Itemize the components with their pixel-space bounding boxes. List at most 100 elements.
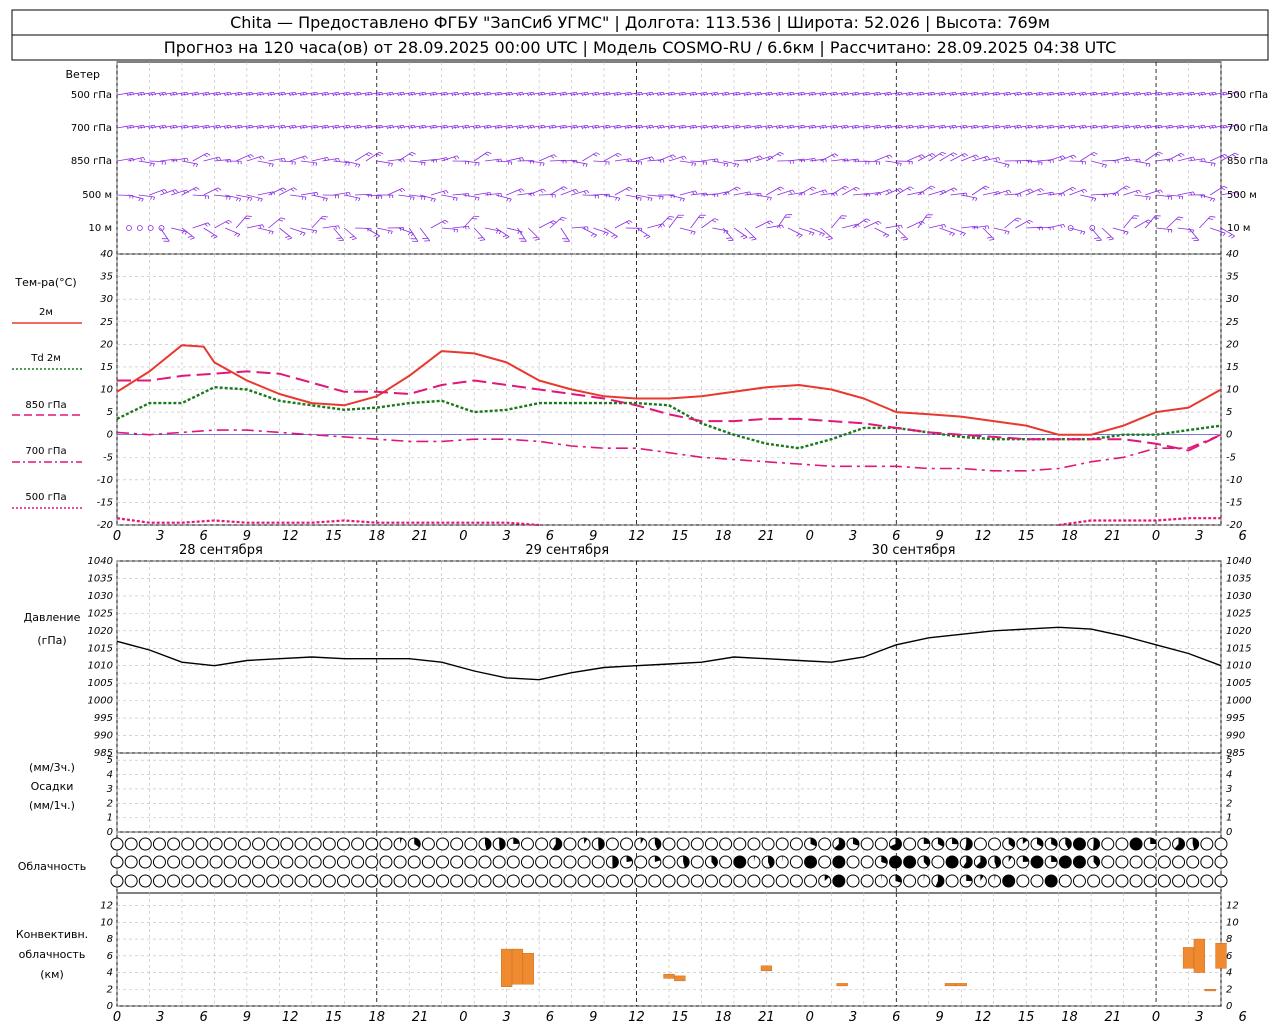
hour-label-bottom: 3 bbox=[156, 1010, 164, 1024]
wind-barb-feather bbox=[1080, 230, 1083, 235]
wind-barb-feather bbox=[949, 93, 952, 97]
wind-barb-feather bbox=[811, 232, 815, 236]
wind-barb-feather bbox=[840, 126, 843, 130]
cloud-cover-partial bbox=[810, 838, 817, 847]
cloud-cover-circle bbox=[351, 837, 365, 851]
wind-barb-feather bbox=[401, 188, 406, 192]
convective-bar bbox=[1193, 938, 1205, 973]
wind-barb-feather bbox=[407, 232, 411, 236]
wind-barb-feather bbox=[355, 163, 358, 167]
hour-label-bottom: 3 bbox=[1195, 1010, 1203, 1024]
wind-barb-feather bbox=[471, 217, 478, 220]
wind-barb-feather bbox=[769, 197, 772, 201]
wind-barb-feather bbox=[797, 93, 800, 97]
wind-barb-feather bbox=[669, 216, 675, 218]
wind-barb-feather bbox=[777, 188, 782, 191]
wind-barb bbox=[593, 193, 610, 196]
wind-barb bbox=[138, 194, 155, 198]
wind-barb-feather bbox=[256, 93, 259, 97]
wind-barb-feather bbox=[624, 93, 627, 97]
cloud-cover-circle bbox=[690, 874, 704, 888]
wind-level-r4: 10 м bbox=[1227, 223, 1250, 234]
wind-barb-feather bbox=[819, 93, 822, 97]
wind-barb-feather bbox=[268, 163, 271, 167]
convective-bar bbox=[944, 983, 957, 987]
hour-label-bottom: 18 bbox=[1061, 1010, 1078, 1024]
wind-barb-feather bbox=[158, 93, 161, 97]
cloud-cover-circle bbox=[280, 874, 294, 888]
cloud-cover-circle bbox=[464, 837, 478, 851]
wind-barb bbox=[441, 194, 458, 199]
wind-barb-feather bbox=[542, 162, 545, 167]
wind-barb-feather bbox=[256, 126, 259, 130]
wind-barb-feather bbox=[192, 163, 196, 167]
wind-barb-feather bbox=[1224, 154, 1228, 157]
wind-barb-feather bbox=[953, 187, 958, 191]
wind-barb-feather bbox=[1104, 164, 1107, 169]
wind-barb-feather bbox=[667, 218, 673, 220]
wind-barb-feather bbox=[320, 218, 326, 220]
wind-barb-feather bbox=[1057, 126, 1060, 130]
wind-barb-feather bbox=[570, 93, 573, 97]
wind-barb-feather bbox=[678, 126, 681, 130]
wind-barb-feather bbox=[315, 230, 318, 234]
wind-barb bbox=[874, 154, 890, 162]
wind-barb-feather bbox=[1138, 189, 1142, 193]
wind-barb-feather bbox=[462, 126, 464, 130]
cloud-cover-circle bbox=[138, 874, 152, 888]
wind-barb-feather bbox=[483, 93, 486, 97]
wind-barb-feather bbox=[905, 126, 908, 130]
wind-barb-feather bbox=[1091, 153, 1096, 157]
wind-barb bbox=[203, 187, 219, 196]
wind-barb-feather bbox=[1210, 215, 1216, 218]
wind-barb-feather bbox=[896, 162, 899, 166]
wind-barb-feather bbox=[335, 226, 337, 230]
wind-barb bbox=[1134, 160, 1151, 165]
wind-barb-feather bbox=[305, 155, 308, 159]
wind-barb-feather bbox=[506, 198, 509, 202]
wind-barb bbox=[863, 160, 880, 163]
wind-barb bbox=[863, 220, 879, 229]
y-tick-label-right: 1040 bbox=[1226, 556, 1251, 567]
wind-barb bbox=[127, 194, 144, 200]
cloud-cover-circle bbox=[365, 837, 379, 851]
wind-barb-feather bbox=[126, 126, 129, 130]
wind-barb bbox=[603, 227, 618, 237]
wind-barb-feather bbox=[575, 189, 579, 193]
wind-barb-feather bbox=[440, 126, 443, 130]
cloud-cover-circle bbox=[209, 855, 223, 869]
series-line-0 bbox=[116, 344, 1222, 436]
hour-label-bottom: 0 bbox=[806, 1010, 814, 1024]
wind-barb-feather bbox=[690, 230, 693, 235]
hour-label-temp: 15 bbox=[1018, 529, 1035, 544]
wind-barb-feather bbox=[989, 238, 995, 241]
wind-barb-feather bbox=[662, 159, 665, 163]
cloud-cover-circle bbox=[846, 874, 860, 888]
wind-barb-feather bbox=[995, 191, 998, 196]
wind-barb bbox=[571, 160, 588, 165]
wind-barb-feather bbox=[728, 239, 734, 242]
hour-label-temp: 3 bbox=[849, 529, 857, 544]
wind-barb-feather bbox=[338, 239, 344, 242]
wind-barb-feather bbox=[1176, 93, 1179, 97]
wind-barb-feather bbox=[310, 126, 313, 130]
wind-barb-feather bbox=[150, 196, 152, 200]
wind-barb bbox=[235, 215, 247, 229]
wind-barb-feather bbox=[689, 126, 692, 130]
wind-barb-feather bbox=[1049, 192, 1052, 196]
wind-barb bbox=[1188, 227, 1200, 241]
hour-label-bottom: 15 bbox=[325, 1010, 342, 1024]
wind-barb-feather bbox=[884, 126, 887, 130]
cloud-cover-circle bbox=[874, 837, 888, 851]
wind-barb bbox=[582, 227, 597, 236]
wind-barb-feather bbox=[474, 215, 480, 218]
convective-title-1: Конвективн. bbox=[16, 928, 88, 941]
hour-label-temp: 12 bbox=[282, 529, 299, 544]
wind-barb bbox=[1015, 219, 1030, 229]
wind-barb-feather bbox=[667, 126, 670, 130]
wind-barb-feather bbox=[358, 164, 361, 168]
wind-barb-feather bbox=[342, 93, 345, 97]
cloud-cover-partial bbox=[923, 875, 925, 881]
wind-barb bbox=[1123, 189, 1139, 196]
